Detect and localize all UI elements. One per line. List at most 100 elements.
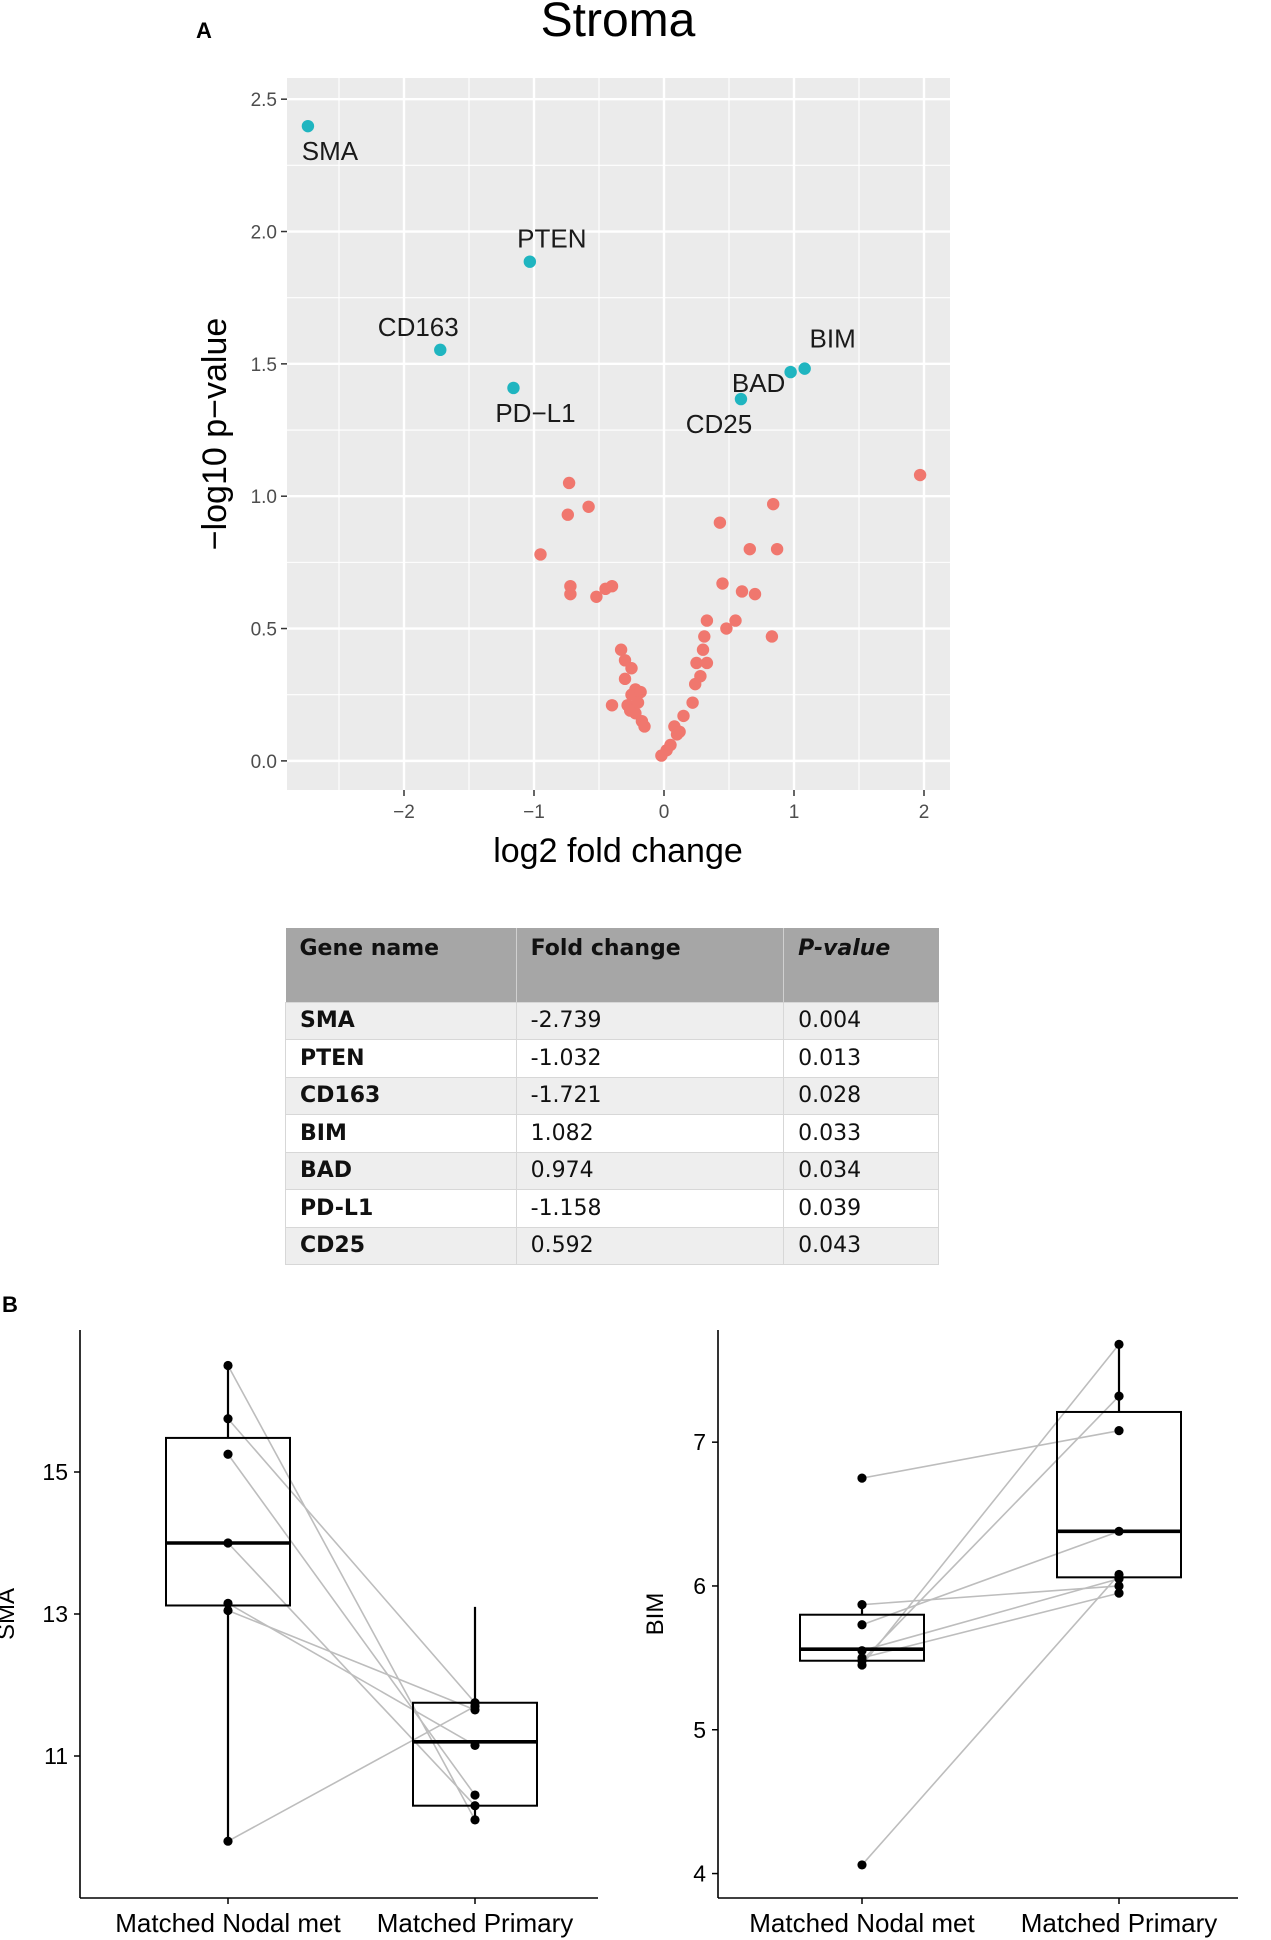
header-fold-change: Fold change: [516, 928, 785, 1002]
data-point: [700, 656, 714, 670]
pair-line: [227, 1705, 476, 1842]
data-point: [562, 476, 576, 490]
data-point: [631, 696, 645, 709]
data-point: [634, 685, 647, 699]
data-point: [625, 662, 638, 675]
significant-point: [734, 392, 748, 406]
pair-line: [861, 1429, 1120, 1479]
significant-point: [798, 362, 811, 375]
x-tick-label: 2: [919, 802, 930, 823]
table-row: BIM 1.082 0.033: [285, 1114, 939, 1153]
pair-line: [227, 1453, 476, 1796]
cell-gene: CD163: [285, 1076, 517, 1115]
data-point: [470, 1815, 480, 1825]
data-point: [618, 672, 632, 686]
x-tick-label: 0: [659, 802, 670, 823]
data-point: [700, 614, 714, 627]
box: [1056, 1410, 1182, 1579]
cell-gene: CD25: [285, 1226, 517, 1265]
data-point: [223, 1598, 233, 1608]
data-point: [470, 1790, 480, 1800]
cell-gene: PD-L1: [285, 1189, 517, 1228]
y-tick-label: 11: [44, 1743, 68, 1769]
cell-gene: BIM: [285, 1114, 517, 1153]
data-point: [534, 548, 547, 561]
cell-p-value: 0.013: [783, 1039, 939, 1078]
cell-fold-change: -1.158: [515, 1189, 785, 1228]
cell-p-value: 0.043: [783, 1226, 939, 1265]
table-row: CD25 0.592 0.043: [285, 1226, 939, 1265]
data-point: [223, 1538, 233, 1548]
pair-line: [861, 1343, 1120, 1666]
data-point: [857, 1473, 867, 1483]
data-point: [770, 542, 784, 556]
pair-line: [227, 1418, 476, 1704]
x-tick-label: Matched Primary: [377, 1908, 574, 1938]
results-table: Gene name Fold change P-value SMA -2.739…: [285, 928, 939, 1265]
y-tick-label: 0.0: [251, 752, 277, 773]
table-row: SMA -2.739 0.004: [285, 1001, 939, 1040]
header-gene-name: Gene name: [285, 928, 517, 1002]
data-point: [1114, 1569, 1124, 1580]
panel-label-a: A: [196, 18, 212, 43]
pair-line: [227, 1609, 476, 1711]
cell-fold-change: -2.739: [515, 1001, 785, 1040]
data-point: [857, 1646, 867, 1656]
data-point: [470, 1801, 480, 1811]
cell-p-value: 0.039: [783, 1189, 939, 1228]
data-point: [713, 516, 727, 529]
cell-gene: BAD: [285, 1151, 517, 1190]
significant-point: [507, 381, 520, 395]
plot-panel: [287, 78, 950, 790]
data-point: [748, 587, 762, 601]
y-tick-label: 1.0: [251, 487, 277, 508]
significant-point: [434, 343, 447, 357]
x-tick-label: Matched Nodal met: [749, 1908, 975, 1938]
data-point: [605, 579, 619, 593]
chart-title: Stroma: [541, 0, 696, 47]
bim-boxplot: 4 5 6 7 Matched Nodal met Matched Primary BIM: [642, 1330, 1238, 1938]
table-row: PD-L1 -1.158 0.039: [285, 1189, 939, 1228]
data-point: [624, 704, 637, 717]
cell-fold-change: -1.032: [515, 1039, 785, 1078]
data-point: [590, 590, 603, 603]
data-point: [223, 1836, 233, 1846]
x-axis-label: log2 fold change: [493, 832, 743, 870]
table-row: PTEN -1.032 0.013: [285, 1039, 939, 1078]
box: [165, 1436, 291, 1607]
point-label: PTEN: [517, 224, 586, 254]
significant-point: [301, 119, 315, 133]
y-tick-label: 0.5: [251, 620, 277, 641]
y-tick-label: 13: [42, 1601, 68, 1627]
data-point: [735, 585, 749, 598]
y-axis-label: SMA: [0, 1588, 20, 1640]
cell-fold-change: 0.592: [515, 1226, 785, 1265]
y-tick-label: 2.0: [251, 223, 277, 244]
data-point: [743, 542, 756, 556]
significant-point: [523, 255, 537, 268]
data-point: [664, 738, 677, 752]
data-point: [673, 725, 686, 738]
x-tick-label: Matched Primary: [1021, 1908, 1218, 1938]
pair-line: [861, 1530, 1120, 1626]
cell-p-value: 0.033: [783, 1114, 939, 1153]
data-point: [765, 630, 779, 643]
y-tick-label: 5: [693, 1717, 706, 1743]
sma-boxplot: 11 13 15 Matched Nodal met Matched Primary SM…: [0, 1330, 598, 1938]
point-label: CD25: [686, 409, 752, 439]
table-header-row: Gene name Fold change P-value: [285, 928, 939, 1002]
box: [412, 1701, 538, 1807]
cell-p-value: 0.004: [783, 1001, 939, 1040]
point-label: SMA: [302, 136, 359, 166]
table-row: BAD 0.974 0.034: [285, 1151, 939, 1190]
y-tick-label: 4: [693, 1861, 706, 1887]
data-point: [696, 643, 710, 656]
data-point: [470, 1701, 480, 1711]
data-point: [698, 630, 711, 643]
data-point: [686, 696, 699, 709]
data-point: [857, 1620, 867, 1630]
data-point: [1114, 1426, 1124, 1436]
x-tick-label: −2: [393, 802, 415, 823]
point-label: CD163: [378, 312, 459, 342]
